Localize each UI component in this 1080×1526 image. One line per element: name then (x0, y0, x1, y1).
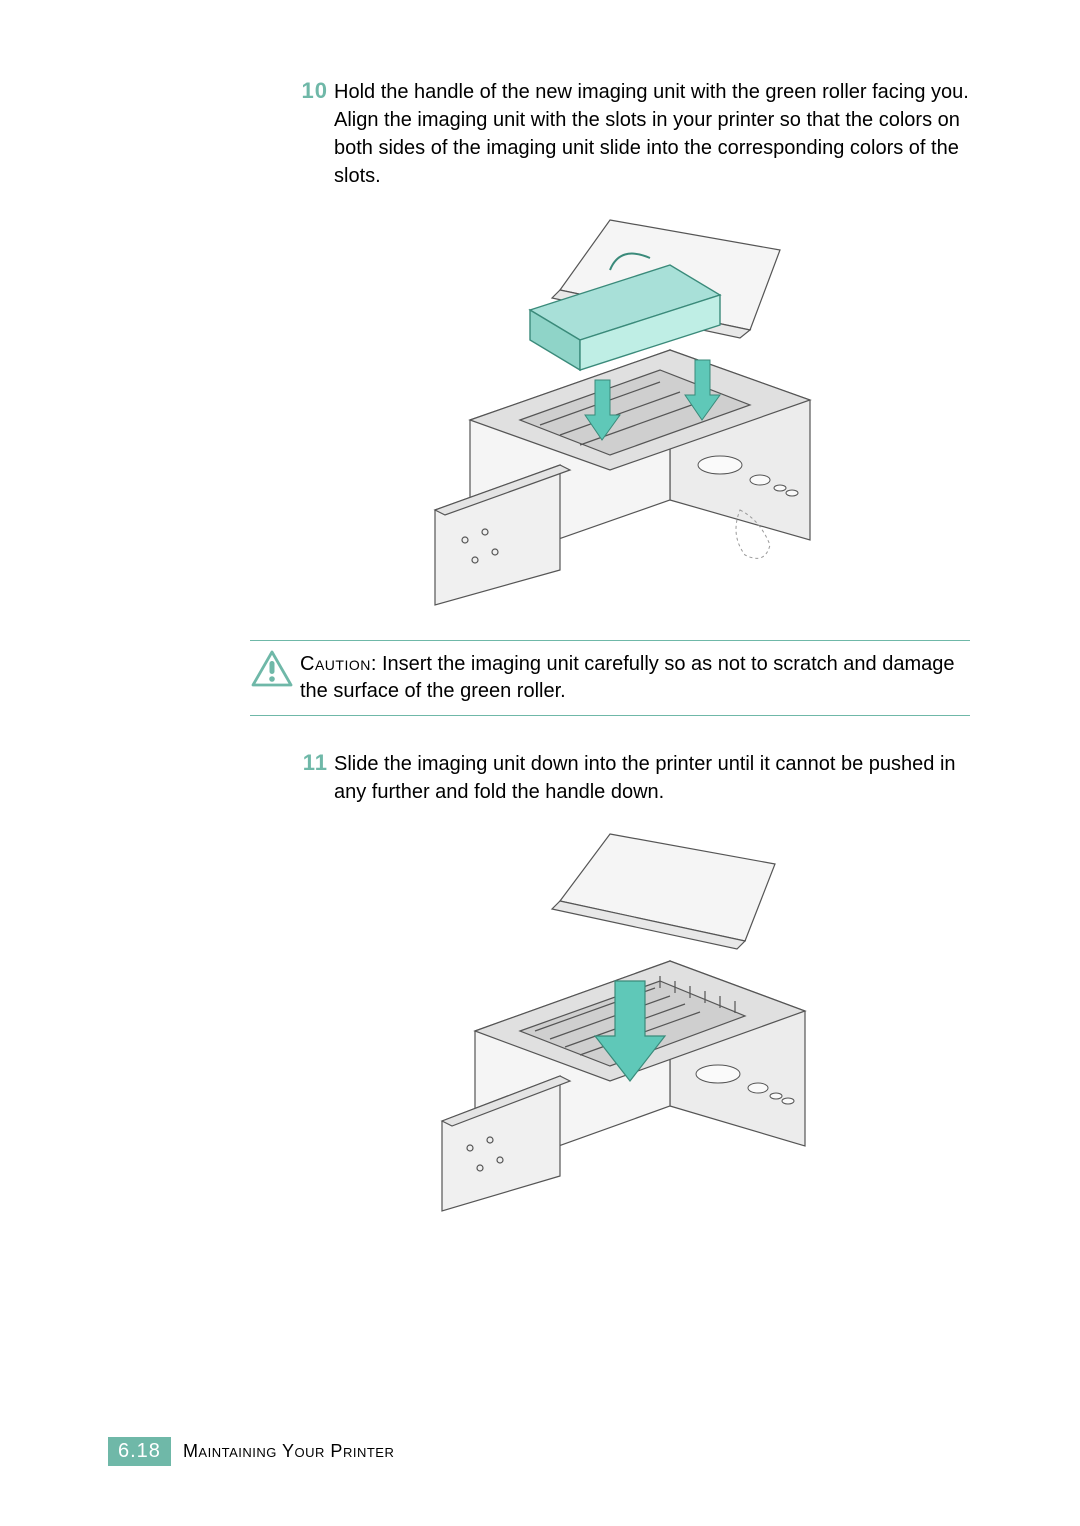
step-11: 11 Slide the imaging unit down into the … (290, 750, 970, 806)
page-content: 10 Hold the handle of the new imaging un… (290, 78, 970, 1236)
caution-text: Caution: Insert the imaging unit careful… (300, 651, 970, 705)
footer-section-title: Maintaining Your Printer (183, 1441, 394, 1462)
step-10: 10 Hold the handle of the new imaging un… (290, 78, 970, 190)
figure-insert-imaging-unit (410, 210, 850, 610)
step-body: Hold the handle of the new imaging unit … (328, 78, 970, 190)
step-body: Slide the imaging unit down into the pri… (328, 750, 970, 806)
caution-body: Insert the imaging unit carefully so as … (300, 653, 955, 702)
page-footer: 6.18 Maintaining Your Printer (108, 1437, 394, 1466)
caution-icon (250, 649, 294, 689)
caution-sep: : (371, 653, 382, 675)
caution-block: Caution: Insert the imaging unit careful… (250, 640, 970, 716)
step-number: 10 (290, 78, 328, 104)
page-number-badge: 6.18 (108, 1437, 171, 1466)
figure-slide-down (420, 826, 840, 1216)
step-number: 11 (290, 750, 328, 776)
caution-label: Caution (300, 653, 371, 675)
